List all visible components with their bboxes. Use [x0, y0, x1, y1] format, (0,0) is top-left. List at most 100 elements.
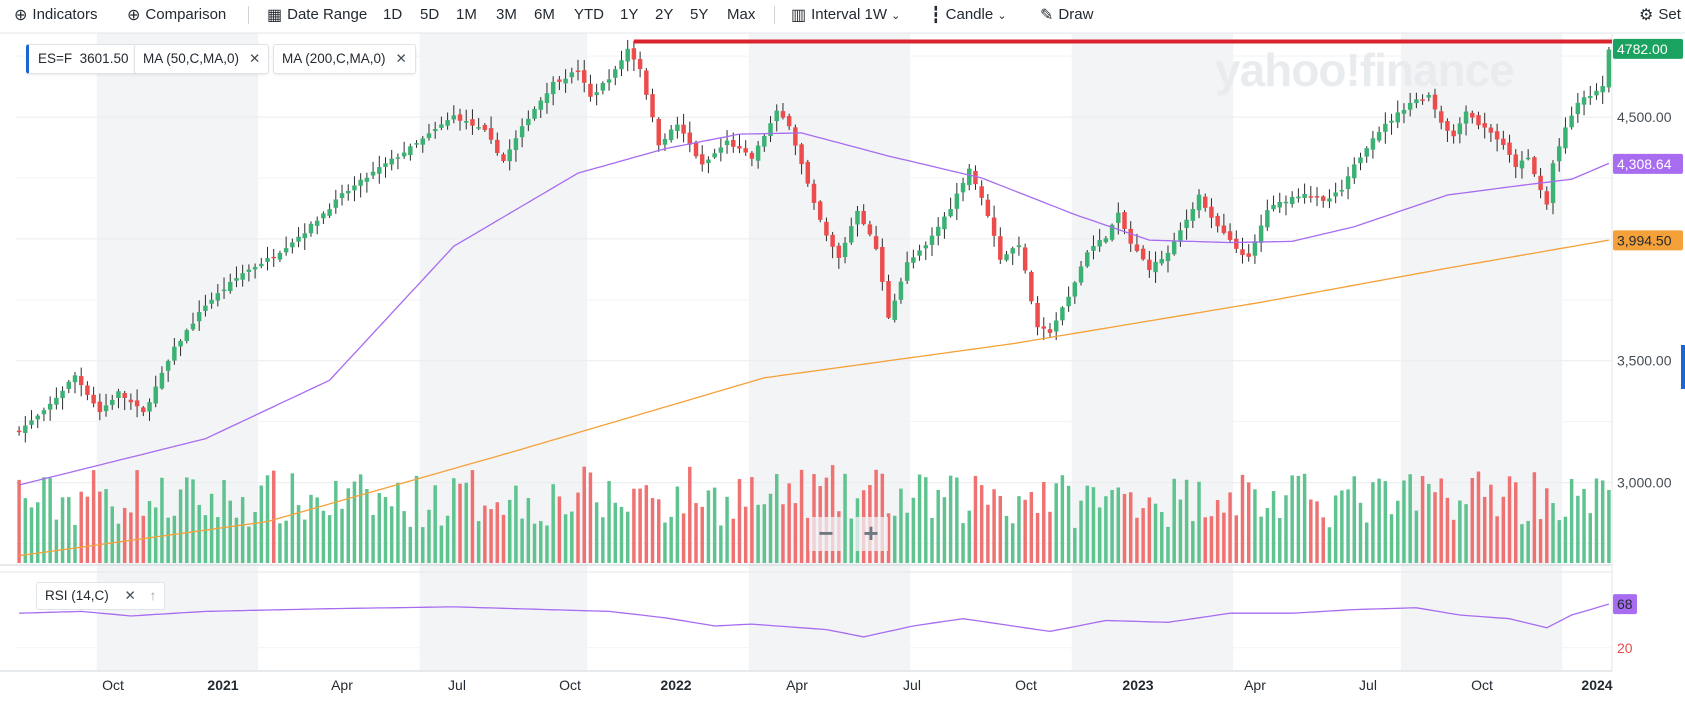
volume-bar	[439, 525, 444, 563]
volume-bar	[1029, 491, 1034, 563]
candle-body	[110, 399, 115, 405]
volume-bar	[433, 485, 437, 563]
volume-bar	[452, 478, 456, 563]
volume-bar	[781, 504, 785, 563]
volume-bar	[197, 504, 201, 563]
volume-bar	[762, 504, 767, 563]
range-3m[interactable]: 3M	[496, 6, 517, 23]
candle-body	[1494, 131, 1500, 140]
comparison-button[interactable]: ⊕ Comparison	[127, 0, 226, 30]
ma200-chip[interactable]: MA (200,C,MA,0) ✕	[273, 44, 416, 74]
volume-bar	[60, 497, 65, 563]
settings-button[interactable]: ⚙ Set	[1639, 0, 1681, 30]
candle-body	[66, 381, 72, 389]
volume-bar	[892, 515, 897, 563]
candle-body	[1414, 99, 1419, 104]
volume-bar	[85, 496, 90, 563]
volume-bar	[1557, 520, 1561, 563]
volume-bar	[352, 481, 357, 563]
candle-body	[973, 170, 978, 185]
volume-bar	[1439, 478, 1443, 563]
candle-body	[1401, 109, 1407, 114]
volume-bar	[582, 466, 586, 563]
volume-bar	[1023, 499, 1027, 563]
volume-bar	[116, 523, 121, 563]
candle-body	[283, 248, 289, 253]
range-2y[interactable]: 2Y	[655, 6, 674, 23]
candle-body	[1525, 157, 1531, 160]
range-6m[interactable]: 6M	[534, 6, 555, 23]
volume-bar	[1414, 510, 1419, 563]
candle-body	[358, 179, 363, 186]
candle-body	[1289, 196, 1295, 205]
candle-body	[420, 138, 425, 145]
candle-body	[78, 376, 84, 386]
zoom-in-button[interactable]: +	[854, 517, 888, 551]
candle-body	[1078, 266, 1084, 283]
candle-body	[389, 158, 394, 165]
volume-bar	[917, 474, 922, 563]
chart-toolbar: ⊕ Indicators ⊕ Comparison ▦ Date Range 1D 5…	[0, 0, 1685, 30]
volume-bar	[340, 508, 344, 563]
ticker-chip[interactable]: ES=F 3601.50	[26, 44, 138, 74]
draw-label: Draw	[1058, 6, 1094, 23]
close-icon[interactable]: ✕	[249, 51, 261, 66]
volume-bar	[1010, 523, 1015, 563]
candle-body	[271, 256, 276, 259]
volume-bar	[234, 517, 239, 563]
volume-bar	[1408, 474, 1412, 563]
volume-bar	[998, 495, 1003, 563]
volume-bar	[129, 512, 133, 563]
candle-body	[1246, 253, 1251, 257]
ma50-chip[interactable]: MA (50,C,MA,0) ✕	[134, 44, 270, 74]
volume-bar	[669, 516, 673, 563]
volume-bar	[67, 497, 71, 563]
range-5y[interactable]: 5Y	[690, 6, 709, 23]
volume-bar	[1228, 492, 1232, 563]
volume-bar	[1427, 483, 1431, 563]
draw-button[interactable]: ✎ Draw	[1040, 0, 1093, 30]
candle-body	[1053, 320, 1059, 332]
candle-body	[1389, 120, 1394, 123]
range-max[interactable]: Max	[727, 6, 756, 23]
volume-bar	[967, 510, 971, 563]
volume-bar	[1389, 514, 1394, 563]
range-1y[interactable]: 1Y	[620, 6, 639, 23]
close-icon[interactable]: ✕	[124, 588, 136, 603]
interval-value: 1W	[864, 6, 888, 23]
chart-type-dropdown[interactable]: ┇ Candle ⌄	[931, 0, 1007, 30]
zoom-out-button[interactable]: −	[809, 517, 843, 551]
ma50-line	[18, 132, 1610, 486]
rsi-chip[interactable]: RSI (14,C) ✕ ↑	[36, 582, 166, 610]
candle-body	[1438, 111, 1444, 123]
volume-bar	[576, 492, 580, 563]
candle-body	[16, 430, 22, 433]
y-tick-label: 3,000.00	[1617, 475, 1672, 491]
volume-bar	[23, 498, 28, 563]
volume-bar	[1377, 478, 1381, 563]
indicators-button[interactable]: ⊕ Indicators	[14, 0, 97, 30]
range-1m[interactable]: 1M	[456, 6, 477, 23]
volume-bar	[483, 505, 487, 563]
volume-bar	[1569, 478, 1574, 563]
range-ytd[interactable]: YTD	[574, 6, 604, 23]
range-5d[interactable]: 5D	[420, 6, 440, 23]
side-panel-tab[interactable]	[1681, 345, 1685, 389]
candle-body	[550, 81, 556, 95]
ma200-label: MA (200,C,MA,0)	[282, 51, 386, 66]
plus-circle-icon: ⊕	[14, 7, 28, 24]
candle-body	[892, 300, 897, 320]
date-range-button[interactable]: ▦ Date Range	[267, 0, 367, 30]
volume-bar	[1464, 504, 1468, 563]
range-1d[interactable]: 1D	[383, 6, 403, 23]
volume-bar	[830, 465, 835, 563]
arrow-up-icon[interactable]: ↑	[149, 588, 157, 603]
interval-dropdown[interactable]: ▥ Interval 1W ⌄	[791, 0, 900, 30]
close-icon[interactable]: ✕	[395, 51, 407, 66]
volume-bar	[806, 517, 810, 563]
candle-body	[1476, 115, 1481, 126]
candle-body	[1128, 228, 1133, 244]
volume-bar	[1532, 472, 1537, 563]
candle-body	[1103, 238, 1109, 243]
